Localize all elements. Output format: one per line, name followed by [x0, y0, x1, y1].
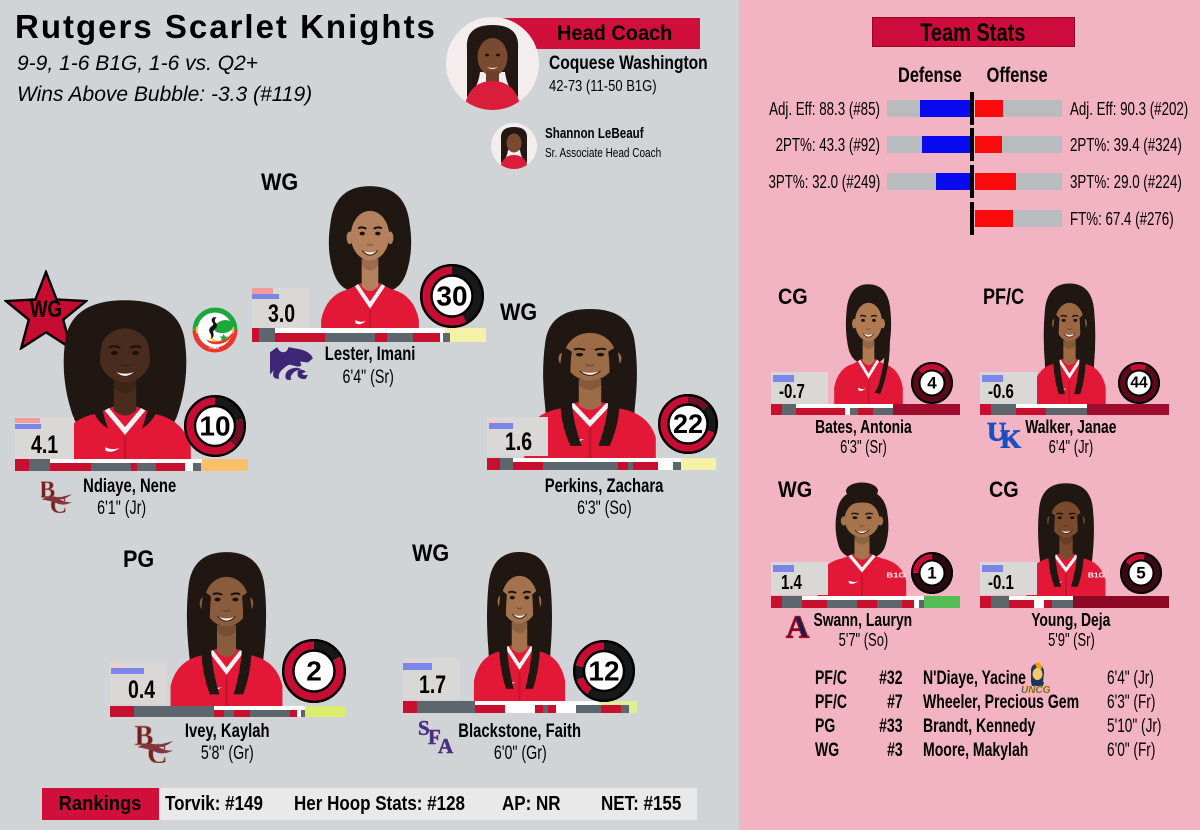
svg-text:WG: WG — [30, 296, 62, 323]
svg-text:30: 30 — [436, 281, 467, 312]
svg-text:5: 5 — [1136, 564, 1145, 583]
svg-text:K: K — [1000, 424, 1021, 448]
svg-text:44: 44 — [1130, 375, 1148, 392]
svg-text:2: 2 — [306, 656, 322, 687]
svg-text:4: 4 — [927, 374, 937, 393]
svg-text:F: F — [428, 725, 441, 749]
svg-text:B1G: B1G — [1088, 571, 1105, 580]
svg-text:1: 1 — [927, 564, 936, 583]
svg-text:FSBB: FSBB — [209, 346, 219, 350]
svg-text:10: 10 — [199, 411, 230, 442]
svg-text:S: S — [418, 718, 430, 740]
svg-text:UNCG: UNCG — [1021, 685, 1051, 694]
svg-text:22: 22 — [673, 409, 703, 439]
svg-text:12: 12 — [588, 656, 619, 687]
svg-text:A: A — [438, 734, 454, 754]
svg-text:B1G: B1G — [886, 570, 906, 579]
svg-text:A: A — [786, 609, 809, 643]
svg-text:U: U — [987, 417, 1006, 447]
